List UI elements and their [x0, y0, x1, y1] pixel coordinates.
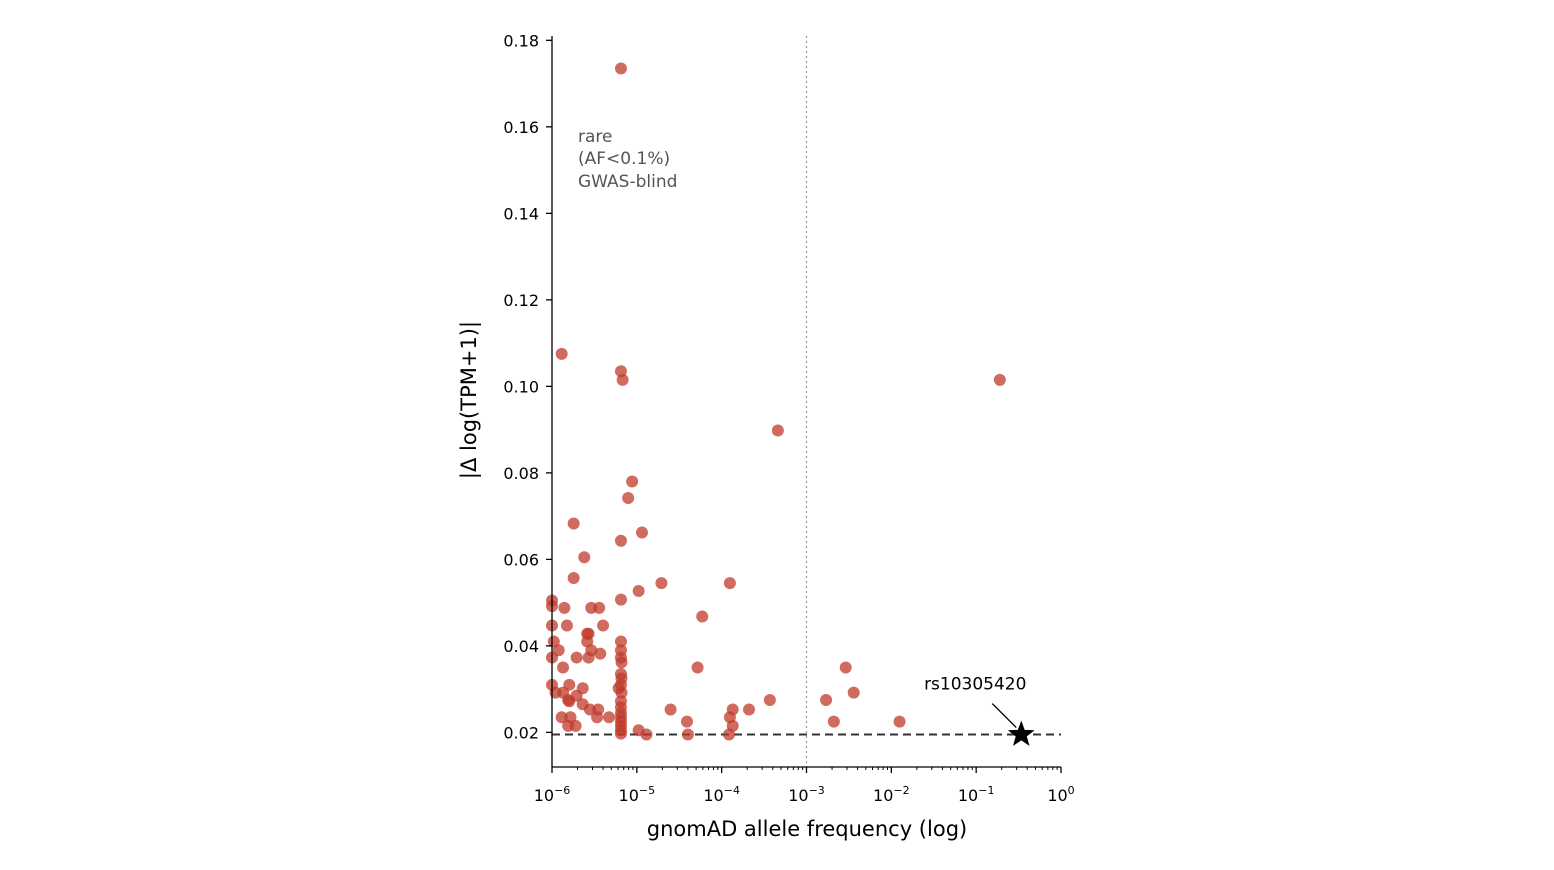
- data-point: [563, 695, 576, 708]
- data-point: [763, 693, 776, 706]
- data-point: [664, 703, 677, 716]
- data-point: [691, 661, 704, 674]
- rare-annotation-line-1: rare: [578, 127, 612, 147]
- data-point: [593, 601, 606, 614]
- data-point: [640, 728, 653, 741]
- x-axis-label: gnomAD allele frequency (log): [647, 817, 967, 841]
- data-point: [615, 656, 628, 669]
- rare-annotation-line-3: GWAS-blind: [578, 172, 677, 192]
- y-tick-label: 0.02: [503, 723, 539, 742]
- data-point: [567, 571, 580, 584]
- data-point: [893, 715, 906, 728]
- y-tick-label: 0.16: [503, 118, 539, 137]
- data-point: [555, 711, 568, 724]
- data-point: [696, 610, 709, 623]
- x-tick-label: 10−5: [619, 784, 656, 805]
- y-tick-label: 0.18: [503, 31, 539, 50]
- data-point: [615, 686, 628, 699]
- data-point: [614, 635, 627, 648]
- data-point: [567, 517, 580, 530]
- data-point: [557, 661, 570, 674]
- data-point: [771, 424, 784, 437]
- x-tick-label: 10−4: [703, 784, 740, 805]
- data-point: [722, 728, 735, 741]
- data-point: [597, 619, 610, 632]
- x-tick-label: 100: [1047, 784, 1074, 805]
- data-point: [560, 619, 573, 632]
- data-point: [743, 703, 756, 716]
- data-point: [594, 647, 607, 660]
- data-point: [555, 347, 568, 360]
- data-point: [591, 711, 604, 724]
- y-tick-label: 0.12: [503, 291, 539, 310]
- data-point: [622, 491, 635, 504]
- y-tick-label: 0.14: [503, 204, 539, 223]
- x-tick-label: 10−2: [873, 784, 910, 805]
- data-point: [839, 661, 852, 674]
- x-tick-label: 10−6: [534, 784, 571, 805]
- highlight-star-marker: [1007, 720, 1035, 746]
- y-axis-label: |Δ log(TPM+1)|: [457, 321, 482, 479]
- data-point: [993, 373, 1006, 386]
- highlight-label: rs10305420: [924, 675, 1026, 695]
- data-point: [570, 651, 583, 664]
- data-point: [626, 475, 639, 488]
- data-point: [820, 693, 833, 706]
- data-point: [614, 727, 627, 740]
- data-point: [558, 601, 571, 614]
- y-tick-label: 0.04: [503, 637, 539, 656]
- rare-annotation-line-2: (AF<0.1%): [578, 149, 670, 169]
- y-tick-label: 0.10: [503, 377, 539, 396]
- data-point: [603, 711, 616, 724]
- data-point: [583, 703, 596, 716]
- data-point: [847, 686, 860, 699]
- y-tick-label: 0.06: [503, 550, 539, 569]
- x-tick-label: 10−1: [958, 784, 995, 805]
- callout-arrow: [991, 703, 1017, 729]
- data-point: [655, 577, 668, 590]
- data-point: [680, 715, 693, 728]
- x-tick-label: 10−3: [788, 784, 825, 805]
- data-point: [723, 577, 736, 590]
- data-point: [614, 534, 627, 547]
- data-point: [635, 526, 648, 539]
- data-point: [827, 715, 840, 728]
- data-point: [614, 62, 627, 75]
- data-point: [614, 593, 627, 606]
- data-point: [569, 719, 582, 732]
- data-point: [616, 373, 629, 386]
- data-point: [578, 551, 591, 564]
- data-point: [632, 584, 645, 597]
- data-point: [582, 651, 595, 664]
- y-tick-label: 0.08: [503, 464, 539, 483]
- data-point: [681, 728, 694, 741]
